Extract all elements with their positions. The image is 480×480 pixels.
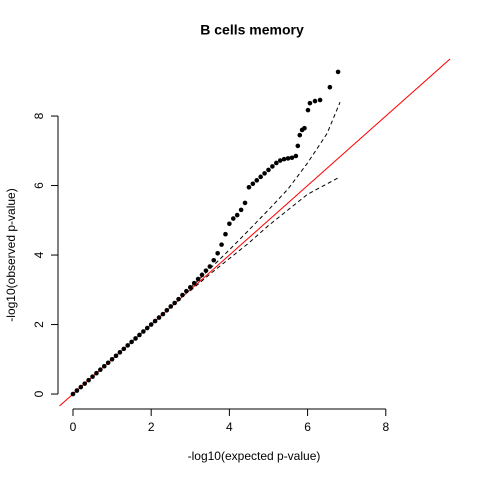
point — [203, 268, 209, 273]
point — [281, 156, 287, 162]
point — [113, 353, 119, 359]
point — [246, 184, 252, 190]
y-tick-label: 4 — [32, 251, 46, 258]
point — [199, 272, 205, 278]
point — [250, 181, 256, 187]
point — [302, 125, 307, 131]
point — [227, 221, 232, 227]
y-tick-label: 6 — [32, 182, 46, 189]
y-tick-label: 2 — [32, 321, 46, 328]
point — [94, 370, 99, 376]
point — [242, 200, 248, 206]
point — [289, 155, 295, 161]
point — [160, 311, 166, 317]
point — [195, 276, 201, 282]
point — [297, 132, 303, 138]
point — [168, 304, 174, 309]
point — [219, 242, 224, 247]
point — [187, 285, 193, 290]
point — [180, 292, 185, 298]
point — [86, 377, 91, 383]
x-tick-label: 6 — [304, 420, 311, 434]
chart-title: B cells memory — [200, 22, 304, 38]
point — [98, 367, 103, 373]
confidence-bound — [189, 101, 341, 289]
y-tick-label: 8 — [32, 112, 46, 119]
x-axis-label: -log10(expected p-value) — [188, 449, 321, 463]
point — [207, 264, 213, 269]
x-tick-label: 2 — [148, 420, 155, 434]
point — [74, 388, 80, 393]
point — [312, 98, 318, 104]
point — [156, 315, 162, 320]
point — [317, 97, 323, 103]
point — [184, 288, 189, 294]
point — [215, 251, 220, 256]
point — [262, 171, 267, 176]
point — [230, 216, 236, 221]
point — [327, 84, 333, 90]
point — [274, 160, 279, 166]
y-tick-label: 0 — [32, 390, 46, 397]
point — [109, 356, 115, 362]
point — [254, 178, 260, 183]
point — [172, 300, 177, 306]
x-tick-label: 0 — [70, 420, 77, 434]
point — [266, 167, 271, 173]
point — [125, 343, 131, 348]
point — [176, 296, 181, 302]
point — [211, 257, 217, 263]
point — [305, 107, 311, 113]
point — [258, 174, 263, 180]
point — [277, 158, 283, 163]
point — [307, 100, 313, 106]
x-tick-label: 4 — [226, 420, 233, 434]
point — [285, 156, 291, 161]
point — [82, 381, 88, 386]
point — [121, 346, 127, 352]
point — [223, 231, 228, 237]
point — [295, 143, 301, 149]
point — [293, 153, 299, 159]
confidence-bound — [189, 176, 341, 292]
point — [270, 164, 275, 169]
point — [117, 350, 123, 355]
point — [78, 384, 84, 390]
point — [191, 280, 197, 286]
point — [129, 339, 134, 345]
point — [105, 360, 111, 366]
point — [144, 325, 150, 331]
point — [234, 212, 240, 218]
x-tick-label: 8 — [382, 420, 389, 434]
y-axis-label: -log10(observed p-value) — [4, 188, 18, 321]
point — [137, 332, 142, 338]
point — [335, 69, 341, 75]
point — [141, 329, 146, 334]
plot-area — [59, 58, 451, 407]
point — [70, 391, 76, 397]
point — [133, 336, 138, 341]
point — [152, 318, 158, 324]
point — [148, 322, 154, 327]
point — [90, 374, 95, 379]
point — [101, 363, 107, 369]
point — [238, 207, 244, 213]
point — [164, 307, 170, 313]
